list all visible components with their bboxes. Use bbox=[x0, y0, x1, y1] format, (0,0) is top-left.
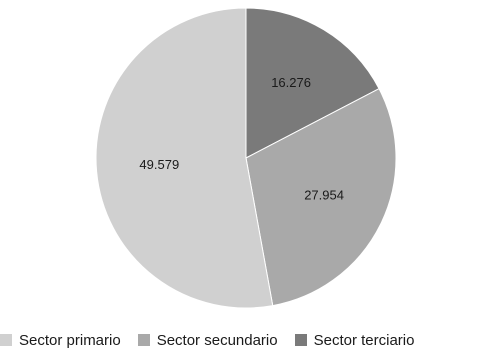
pie-slice-sector-secundario bbox=[245, 87, 397, 307]
legend-item-sector-primario: Sector primario bbox=[0, 332, 121, 349]
legend-swatch-sector-primario bbox=[0, 334, 12, 346]
pie-slices bbox=[95, 7, 397, 309]
legend-label-sector-terciario: Sector terciario bbox=[313, 331, 415, 349]
pie-slice-sector-primario bbox=[95, 7, 274, 309]
pie-value-labels: 16.276 27.954 49.579 bbox=[139, 75, 344, 203]
slice-value-label-sector-terciario: 16.276 bbox=[271, 75, 311, 90]
slice-value-label-sector-secundario: 27.954 bbox=[304, 188, 344, 203]
legend-swatch-sector-terciario bbox=[294, 334, 307, 346]
slice-value-label-sector-primario: 49.579 bbox=[139, 157, 179, 172]
legend-label-sector-primario: Sector primario bbox=[19, 331, 121, 349]
legend-swatch-sector-secundario bbox=[137, 334, 150, 346]
legend-label-sector-secundario: Sector secundario bbox=[156, 331, 278, 349]
chart-legend: Sector primario Sector secundario Sector… bbox=[0, 330, 487, 350]
pie-slice-sector-terciario bbox=[245, 7, 380, 159]
pie-chart-svg: 16.276 27.954 49.579 bbox=[95, 7, 397, 309]
legend-item-sector-secundario: Sector secundario bbox=[137, 331, 278, 349]
legend-item-sector-terciario: Sector terciario bbox=[294, 331, 415, 349]
